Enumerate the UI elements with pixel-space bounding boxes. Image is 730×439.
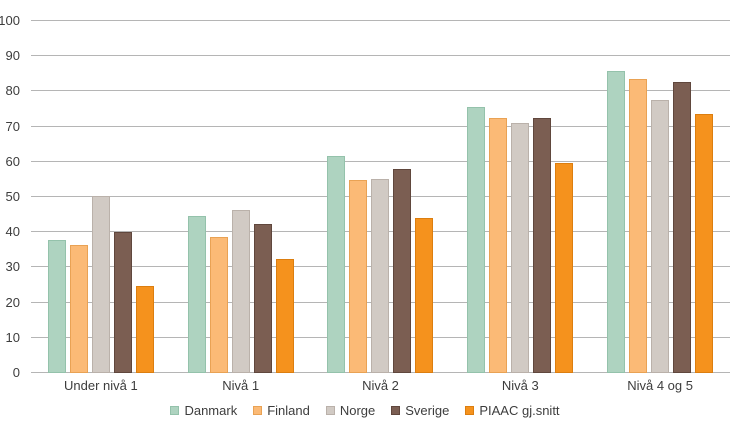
y-tick-label: 40: [5, 224, 20, 240]
bar-finland: [489, 117, 508, 373]
gridline: [31, 55, 730, 57]
bar-danmark: [187, 216, 206, 373]
bar-group: [31, 21, 171, 373]
x-axis-label: Nivå 3: [501, 378, 539, 393]
y-tick-label: 20: [5, 294, 20, 310]
bar-sverige: [113, 231, 132, 373]
gridline: [31, 125, 730, 127]
bar-danmark: [47, 239, 66, 373]
y-tick-label: 30: [5, 259, 20, 275]
legend-item-piaac-gj-snitt: PIAAC gj.snitt: [465, 403, 560, 418]
legend-item-finland: Finland: [253, 403, 310, 418]
legend-label: Sverige: [405, 403, 450, 418]
bar-norge: [651, 99, 670, 373]
x-axis: Under nivå 1 Nivå 1 Nivå 2 Nivå 3 Nivå 4 og …: [31, 378, 730, 393]
bar-piaac-gj-snitt: [135, 286, 154, 373]
bar-norge: [511, 123, 530, 373]
bar-finland: [209, 237, 228, 373]
legend-marker-finland: [253, 406, 263, 415]
legend-item-sverige: Sverige: [391, 403, 449, 418]
y-tick-label: 100: [0, 13, 20, 28]
bar-norge: [91, 196, 110, 373]
bar-sverige: [533, 118, 552, 373]
legend: Danmark Finland Norge Sverige PIAAC gj.snitt: [0, 403, 730, 418]
bar-danmark: [467, 106, 486, 373]
x-axis-label: Nivå 2: [362, 378, 399, 393]
bar-sverige: [253, 223, 272, 373]
bar-finland: [69, 244, 88, 373]
y-axis: 0 10 20 30 40 50 60 70 80 90 100: [0, 13, 22, 380]
bar-sverige: [393, 168, 412, 373]
bar-group: [590, 21, 730, 373]
y-tick-label: 60: [5, 153, 20, 169]
bar-norge: [231, 210, 250, 373]
y-tick-label: 50: [5, 189, 20, 204]
y-tick-label: 70: [5, 118, 20, 134]
legend-label: PIAAC gj.snitt: [479, 403, 560, 418]
legend-marker-norge: [325, 406, 335, 415]
legend-marker-danmark: [170, 406, 180, 415]
bar-piaac-gj-snitt: [555, 162, 574, 373]
bar-finland: [629, 78, 648, 373]
legend-item-norge: Norge: [325, 403, 376, 418]
y-tick-label: 10: [5, 329, 20, 345]
legend-label: Norge: [339, 403, 376, 418]
y-tick-label: 90: [5, 48, 20, 64]
bar-piaac-gj-snitt: [275, 258, 294, 373]
bar-group: [171, 21, 311, 373]
legend-marker-sverige: [391, 406, 401, 415]
bar-danmark: [607, 70, 626, 373]
bar-sverige: [673, 82, 692, 373]
plot-area: [31, 20, 730, 373]
y-tick-label: 0: [12, 365, 20, 380]
bar-norge: [371, 179, 390, 373]
legend-item-danmark: Danmark: [170, 403, 237, 418]
bar-groups: [31, 21, 730, 373]
legend-marker-piaac-gj-snitt: [465, 406, 475, 415]
bar-piaac-gj-snitt: [415, 217, 434, 373]
y-tick-label: 80: [5, 83, 20, 99]
gridline: [31, 160, 730, 162]
bar-group: [450, 21, 590, 373]
x-axis-label: Nivå 4 og 5: [627, 378, 693, 393]
bar-group: [311, 21, 451, 373]
gridline: [31, 90, 730, 92]
bar-danmark: [327, 156, 346, 373]
bar-finland: [349, 180, 368, 373]
legend-label: Danmark: [184, 403, 238, 418]
x-axis-label: Nivå 1: [222, 378, 260, 393]
gridline: [31, 20, 730, 21]
bar-piaac-gj-snitt: [695, 113, 714, 373]
x-axis-label: Under nivå 1: [64, 378, 138, 393]
legend-label: Finland: [267, 403, 310, 418]
